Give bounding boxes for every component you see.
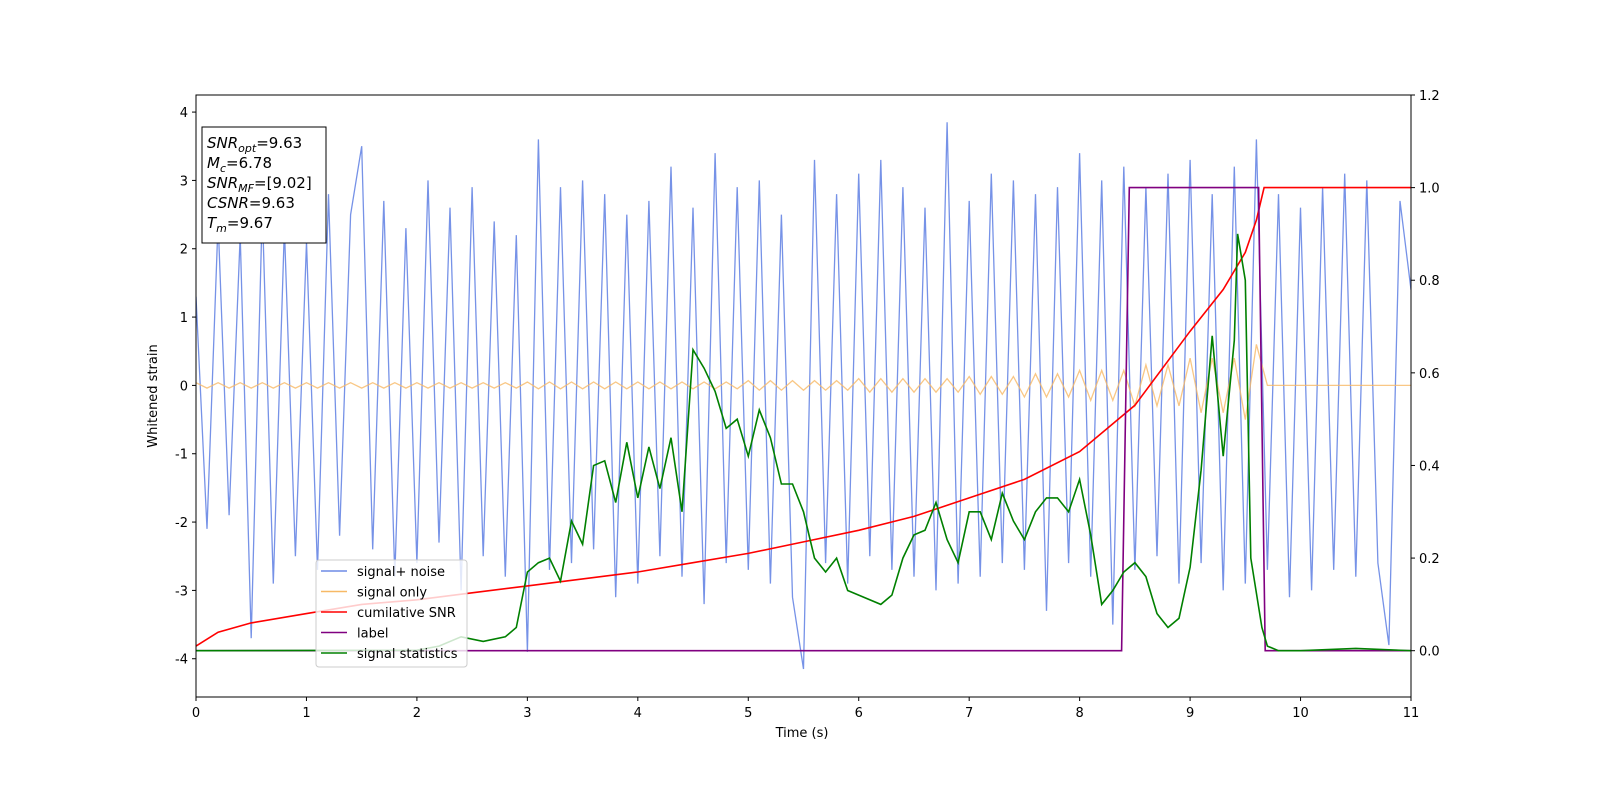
y-tick-label: -3: [175, 584, 188, 599]
x-tick-label: 1: [302, 706, 310, 721]
y2-tick-label: 0.4: [1419, 459, 1440, 474]
x-tick-label: 8: [1075, 706, 1083, 721]
x-tick-label: 10: [1292, 706, 1309, 721]
plot-frame: [195, 94, 1412, 698]
y2-tick-label: 1.0: [1419, 182, 1440, 197]
annotation-value: =9.63: [249, 194, 295, 212]
y-tick-label: -1: [175, 448, 188, 463]
y-tick-label: -2: [175, 516, 188, 531]
y-tick-label: 1: [180, 311, 188, 326]
y2-tick-label: 0.8: [1419, 274, 1440, 289]
y-tick-label: 0: [180, 379, 188, 394]
subscript: opt: [238, 142, 257, 155]
annotation-value: =6.78: [226, 154, 272, 172]
annotation-value: =9.67: [227, 214, 273, 232]
y-tick-label: 4: [180, 106, 188, 121]
x-axis-label: Time (s): [775, 726, 829, 741]
y2-tick-label: 0.0: [1419, 645, 1440, 660]
annotation-value: =[9.02]: [254, 174, 312, 192]
legend-frame: [315, 559, 468, 668]
x-tick-label: 0: [192, 706, 200, 721]
annotation: Mc=6.78: [207, 154, 272, 175]
symbol: SNR: [207, 174, 238, 192]
x-tick-label: 3: [523, 706, 531, 721]
subscript: MF: [238, 182, 254, 195]
y-axis-label: Whitened strain: [146, 344, 161, 447]
legend: signal+ noise signal only cumilative SNR la…: [315, 559, 468, 668]
y2-tick-label: 0.2: [1419, 552, 1440, 567]
annotation: SNRopt=9.63: [207, 134, 302, 155]
series-line: [196, 233, 1411, 652]
legend-label: signal+ noise: [357, 565, 445, 580]
subscript: c: [220, 162, 226, 175]
symbol: CSNR: [207, 194, 249, 212]
y-tick-label: 3: [180, 174, 188, 189]
subscript: m: [216, 222, 227, 235]
x-tick-label: 7: [965, 706, 973, 721]
annotation: Tm=9.67: [207, 214, 273, 235]
symbol: T: [207, 214, 218, 232]
y-tick-label: 2: [180, 243, 188, 258]
x-tick-label: 4: [634, 706, 642, 721]
y-tick-label: -4: [175, 653, 188, 668]
y2-tick-label: 1.2: [1419, 89, 1440, 104]
x-tick-label: 9: [1186, 706, 1194, 721]
annotation: SNRMF=[9.02]: [207, 174, 312, 195]
symbol: SNR: [207, 134, 238, 152]
annotation-frame: [201, 126, 327, 244]
legend-label: label: [357, 627, 388, 642]
x-tick-label: 5: [744, 706, 752, 721]
x-tick-label: 6: [855, 706, 863, 721]
x-tick-label: 11: [1403, 706, 1420, 721]
annotation-box: SNRopt=9.63Mc=6.78SNRMF=[9.02]CSNR=9.63T…: [201, 126, 327, 244]
y2-tick-label: 0.6: [1419, 367, 1440, 382]
legend-label: cumilative SNR: [357, 606, 456, 621]
annotation: CSNR=9.63: [207, 194, 295, 212]
legend-label: signal only: [357, 586, 427, 601]
symbol: M: [207, 154, 220, 172]
legend-label: signal statistics: [357, 647, 458, 662]
annotation-value: =9.63: [256, 134, 302, 152]
series-line: [196, 122, 1411, 670]
x-tick-label: 2: [413, 706, 421, 721]
